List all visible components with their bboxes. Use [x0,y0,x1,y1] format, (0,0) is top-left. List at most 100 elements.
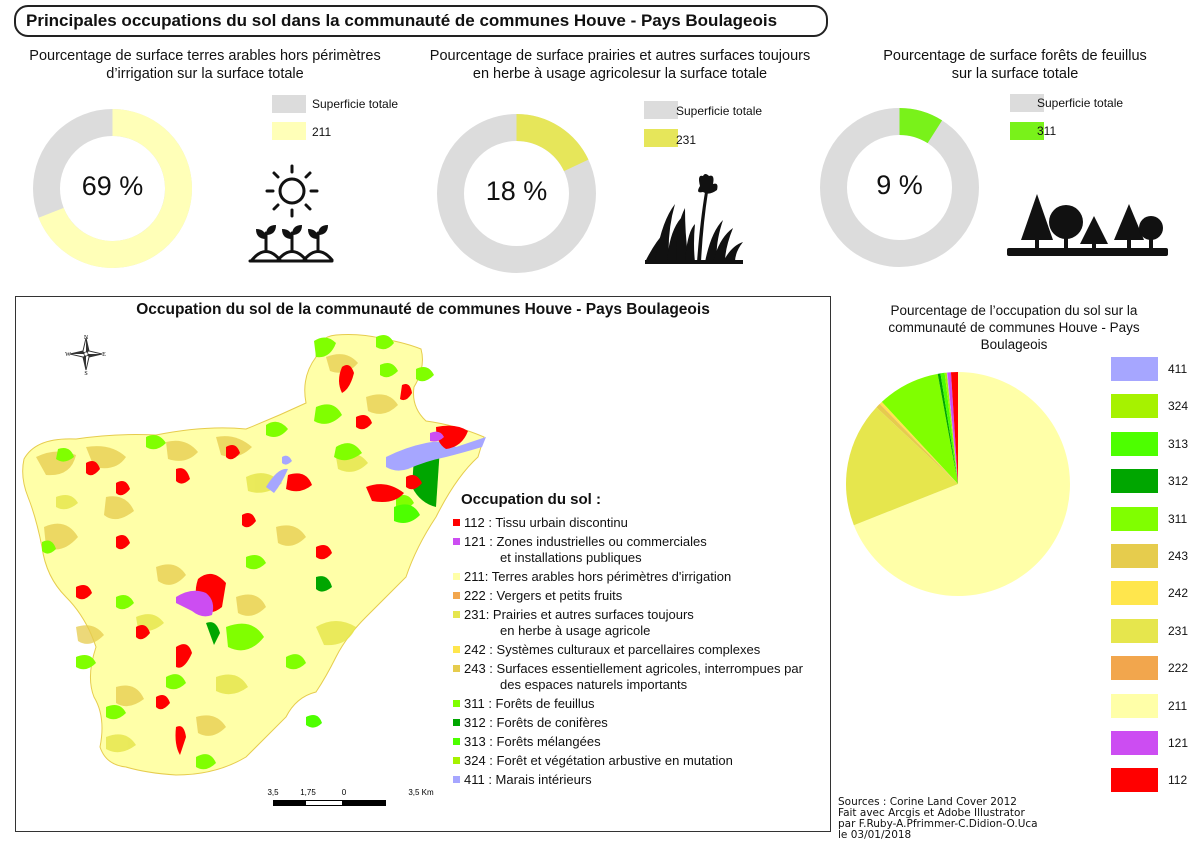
pie-slice-312 [937,373,958,484]
pie-slice-243 [876,404,958,484]
map-legend-label: 231: Prairies et autres surfaces toujour… [464,607,694,622]
pie-title-line2: communauté de communes Houve - Pays [888,320,1140,335]
pie-legend-item: 231 [1111,618,1189,643]
pie-slice-231 [846,407,958,526]
map-legend-swatch [453,776,460,783]
donut1-title-line1: Pourcentage de surface terres arables ho… [29,48,381,64]
pie-legend-swatch [1111,431,1158,456]
donut3-legend-code-swatch [1010,122,1044,140]
donut2-legend-code: 231 [676,133,697,147]
main-title: Principales occupations du sol dans la c… [14,5,828,37]
donut-value-arc [515,114,589,172]
donut2-legend-code-swatch [644,129,678,147]
land-cover-map[interactable]: N S E W 3,5 1,75 0 3,5 Km [16,297,831,832]
map-legend-swatch [453,592,460,599]
compass-n: N [84,335,89,341]
donut1-legend-code-swatch [272,122,306,140]
pie-legend-item: 211 [1111,693,1188,718]
donut1-legend-total-swatch [272,95,306,113]
pie-legend-item: 411 [1111,357,1188,381]
pie-slice-211 [853,372,1070,596]
pie-legend-label: 311 [1168,511,1188,526]
map-legend-item: 242 : Systèmes culturaux et parcellaires… [453,642,830,658]
pie-legend-label: 242 [1168,586,1189,601]
donut1-legend-code: 211 [312,125,332,139]
map-legend-item: 312 : Forêts de conifères [453,715,830,731]
compass-rose-icon [69,337,103,371]
map-legend-item: 243 : Surfaces essentiellement agricoles… [453,661,830,693]
map-legend-item: 311 : Forêts de feuillus [453,696,830,712]
sources-line3: par F.Ruby-A.Pfrimmer-C.Didion-O.Uca [838,818,1038,830]
donut3-legend-total: Superficie totale [1037,96,1124,110]
pie-legend-swatch [1111,581,1158,606]
pie-legend-label: 313 [1168,436,1189,451]
map-legend-item: 231: Prairies et autres surfaces toujour… [453,607,830,639]
map-legend-label: 112 : Tissu urbain discontinu [464,515,628,530]
donut-value-arc [38,109,192,268]
compass-s: S [84,371,87,377]
map-legend-label: 121 : Zones industrielles ou commerciale… [464,534,707,549]
donut3-legend-code: 311 [1037,124,1057,138]
donut3-legend-total-swatch [1010,94,1044,112]
territory-base [22,334,485,776]
forest-icon [1007,194,1168,256]
pie-slice-411 [946,372,958,484]
donut3-title-line2: sur la surface totale [951,66,1079,82]
pie-title-line3: Boulageois [980,337,1048,352]
map-legend-label: et installations publiques [500,550,642,565]
sources-line1: Sources : Corine Land Cover 2012 [838,796,1017,808]
pie-legend-swatch [1111,656,1158,681]
donut1-title: Pourcentage de surface terres arables ho… [10,47,400,83]
map-legend-label: 222 : Vergers et petits fruits [464,588,623,603]
pie-slice-311 [881,373,958,484]
map-title: Occupation du sol de la communauté de co… [136,301,710,318]
pie-legend-label: 324 [1168,399,1189,414]
donut1-chart [33,109,192,268]
pie-legend-swatch [1111,618,1158,643]
map-legend-swatch [453,538,460,545]
pie-legend-label: 243 [1168,548,1189,563]
pie-chart [846,372,1070,596]
pie-slice-121 [947,372,958,484]
pie-legend-item: 311 [1111,506,1188,531]
map-legend-swatch [453,719,460,726]
donut3-title-line1: Pourcentage de surface forêts de feuillu… [883,48,1147,64]
map-legend-label: 211: Terres arables hors périmètres d'ir… [464,569,732,584]
pie-legend-item: 243 [1111,543,1189,568]
pie-legend-swatch [1111,768,1158,793]
donut2-legend-total: Superficie totale [676,104,763,118]
map-legend-swatch [453,700,460,707]
map-legend-label: en herbe à usage agricole [500,623,651,638]
map-legend-swatch [453,611,460,618]
grass-flower-icon [645,174,743,264]
pie-slice-242 [879,401,958,484]
pie-slice-313 [940,372,958,484]
map-legend-label: 243 : Surfaces essentiellement agricoles… [464,661,803,676]
scale-label-1: 3,5 [267,788,279,797]
map-legend-item: 121 : Zones industrielles ou commerciale… [453,534,830,566]
pie-legend-label: 112 [1168,773,1188,788]
map-legend-swatch [453,665,460,672]
pie-legend-item: 121 [1111,730,1189,755]
pie-legend-item: 313 [1111,431,1189,456]
scale-label-3: 0 [342,788,347,797]
pie-legend-label: 231 [1168,623,1189,638]
compass-e: E [102,352,106,358]
map-legend-item: 222 : Vergers et petits fruits [453,588,830,604]
map-legend-swatch [453,519,460,526]
map-legend-swatch [453,757,460,764]
donut1-title-line2: d’irrigation sur la surface totale [106,66,304,82]
map-legend-label: 324 : Forêt et végétation arbustive en m… [464,753,733,768]
pie-slice-222 [879,403,958,484]
pie-legend-label: 121 [1168,735,1189,750]
donut2-value: 18 % [485,176,548,206]
pie-title-line1: Pourcentage de l’occupation du sol sur l… [890,303,1138,318]
scale-bar: 3,5 1,75 0 3,5 Km [267,788,434,806]
donut3-chart [820,108,979,267]
donut1-value: 69 % [81,171,144,201]
pie-legend-item: 324 [1111,394,1189,419]
map-legend-item: 411 : Marais intérieurs [453,772,830,788]
donut2-title: Pourcentage de surface prairies et autre… [416,47,824,83]
map-legend-item: 211: Terres arables hors périmètres d'ir… [453,569,830,585]
pie-legend-swatch [1111,506,1158,531]
